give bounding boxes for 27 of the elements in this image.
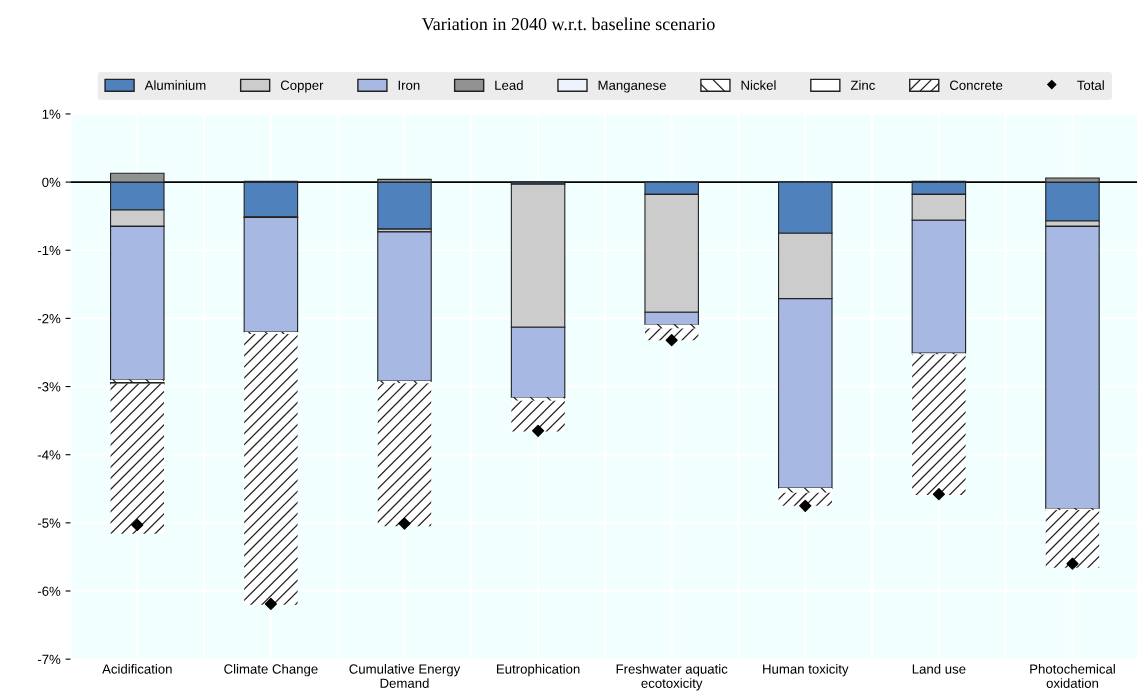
y-tick-label: -7% <box>37 654 61 665</box>
x-tick-label: Photochemical oxidation <box>1030 664 1115 688</box>
legend-label: Total <box>1077 80 1104 90</box>
legend-label: Copper <box>280 80 324 93</box>
x-tick-label: Cumulative Energy Demand <box>349 664 461 688</box>
y-tick-label: -4% <box>37 450 61 460</box>
x-tick-label: Climate Change <box>224 664 318 677</box>
x-tick-label: Land use <box>912 664 966 674</box>
y-tick-label: -6% <box>37 586 61 596</box>
y-tick-label: -3% <box>37 382 61 392</box>
x-tick-label: Human toxicity <box>763 664 849 677</box>
x-tick-label: Freshwater aquatic ecotoxicity <box>616 664 728 691</box>
legend-label: Lead <box>495 80 523 90</box>
legend-label: Concrete <box>949 80 1003 90</box>
y-tick-label: 0% <box>42 177 61 187</box>
chart-title: Variation in 2040 w.r.t. baseline scenario <box>421 17 715 31</box>
legend-label: Nickel <box>741 80 776 90</box>
x-tick-label: Eutrophication <box>496 664 580 677</box>
y-tick-label: -5% <box>37 518 61 528</box>
y-tick-label: -1% <box>37 245 61 256</box>
x-tick-label: Acidification <box>102 664 172 674</box>
y-tick-label: -2% <box>37 313 61 324</box>
legend-label: Iron <box>398 80 420 90</box>
legend-label: Aluminium <box>144 80 206 90</box>
y-tick-label: 1% <box>42 109 61 119</box>
legend-label: Manganese <box>598 80 666 93</box>
legend-label: Zinc <box>850 80 875 90</box>
